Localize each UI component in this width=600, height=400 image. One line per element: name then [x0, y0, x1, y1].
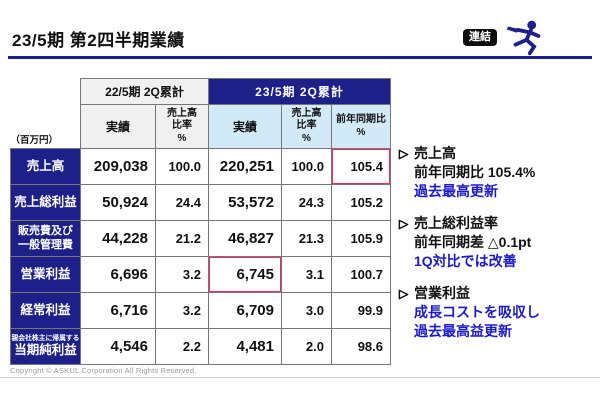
bullet-line-emphasis: 成長コストを吸収し — [414, 304, 540, 320]
col-header-sales-ratio-curr: 売上高 比率 % — [281, 104, 332, 149]
cell-actual-prev: 209,038 — [80, 148, 156, 185]
bullet-gross-margin: 売上総利益率 前年同期差 △0.1pt 1Q対比では改善 — [398, 214, 596, 271]
cell-ratio-curr: 3.1 — [281, 256, 332, 293]
row-label: 販売費及び 一般管理費 — [10, 220, 81, 257]
cell-actual-curr: 220,251 — [208, 148, 282, 185]
row-label: 売上高 — [10, 148, 81, 185]
cell-actual-curr: 53,572 — [208, 184, 282, 221]
bullet-operating-profit: 営業利益 成長コストを吸収し 過去最高益更新 — [398, 284, 596, 341]
cell-ratio-prev: 21.2 — [155, 220, 209, 257]
cell-yoy: 105.2 — [331, 184, 391, 221]
cell-actual-prev: 4,546 — [80, 328, 156, 365]
bullet-line: 前年同期差 △0.1pt — [414, 234, 532, 250]
cell-actual-curr: 46,827 — [208, 220, 282, 257]
row-label-main: 当期純利益 — [14, 343, 77, 358]
cell-yoy: 105.9 — [331, 220, 391, 257]
row-label: 経常利益 — [10, 292, 81, 329]
cell-ratio-curr: 3.0 — [281, 292, 332, 329]
col-header-actual-curr: 実績 — [208, 104, 282, 149]
commentary-panel: 売上高 前年同期比 105.4% 過去最高更新 売上総利益率 前年同期差 △0.… — [398, 144, 596, 354]
cell-yoy: 100.7 — [331, 256, 391, 293]
cell-actual-curr-highlighted: 6,745 — [208, 256, 282, 293]
bullet-line: 前年同期比 105.4% — [414, 164, 536, 180]
cell-actual-curr: 4,481 — [208, 328, 282, 365]
col-header-sales-ratio-prev: 売上高 比率 % — [155, 104, 209, 149]
corner-spacer — [10, 78, 81, 105]
bullet-line: 売上総利益率 — [414, 215, 498, 231]
table-row-net-sales: 売上高 209,038 100.0 220,251 100.0 105.4 — [10, 148, 391, 185]
row-label: 親会社株主に帰属する 当期純利益 — [10, 328, 81, 365]
table-row-ordinary-profit: 経常利益 6,716 3.2 6,709 3.0 99.9 — [10, 292, 391, 329]
row-label: 営業利益 — [10, 256, 81, 293]
column-group-prev-period: 22/5期 2Q累計 — [80, 78, 209, 105]
table-row-operating-profit: 営業利益 6,696 3.2 6,745 3.1 100.7 — [10, 256, 391, 293]
bullet-net-sales: 売上高 前年同期比 105.4% 過去最高更新 — [398, 144, 596, 201]
cell-ratio-curr: 2.0 — [281, 328, 332, 365]
col-header-yoy: 前年同期比 % — [331, 104, 391, 149]
row-label-qualifier: 親会社株主に帰属する — [11, 334, 80, 342]
arrowhead-bullet-icon — [398, 284, 414, 341]
bullet-line: 売上高 — [414, 145, 456, 161]
cell-ratio-prev: 3.2 — [155, 292, 209, 329]
cell-ratio-prev: 100.0 — [155, 148, 209, 185]
footer-divider — [0, 377, 600, 378]
cell-actual-prev: 6,716 — [80, 292, 156, 329]
unit-label: （百万円） — [10, 104, 81, 149]
page-title: 23/5期 第2四半期業績 — [12, 31, 185, 50]
arrowhead-bullet-icon — [398, 144, 414, 201]
bullet-line-emphasis: 過去最高益更新 — [414, 323, 512, 339]
cell-yoy: 98.6 — [331, 328, 391, 365]
bullet-line-emphasis: 過去最高更新 — [414, 183, 498, 199]
cell-actual-prev: 50,924 — [80, 184, 156, 221]
cell-ratio-prev: 3.2 — [155, 256, 209, 293]
cell-ratio-curr: 24.3 — [281, 184, 332, 221]
cell-yoy: 99.9 — [331, 292, 391, 329]
cell-ratio-prev: 2.2 — [155, 328, 209, 365]
column-group-curr-period: 23/5期 2Q累計 — [208, 78, 391, 105]
bullet-line: 営業利益 — [414, 285, 470, 301]
cell-actual-prev: 6,696 — [80, 256, 156, 293]
cell-actual-curr: 6,709 — [208, 292, 282, 329]
cell-ratio-curr: 21.3 — [281, 220, 332, 257]
table-row-sga-expenses: 販売費及び 一般管理費 44,228 21.2 46,827 21.3 105.… — [10, 220, 391, 257]
cell-ratio-prev: 24.4 — [155, 184, 209, 221]
row-label: 売上総利益 — [10, 184, 81, 221]
bullet-line-emphasis: 1Q対比では改善 — [414, 253, 517, 269]
askul-runner-icon — [506, 20, 541, 56]
cell-ratio-curr: 100.0 — [281, 148, 332, 185]
col-header-actual-prev: 実績 — [80, 104, 156, 149]
table-row-net-income: 親会社株主に帰属する 当期純利益 4,546 2.2 4,481 2.0 98.6 — [10, 328, 391, 365]
cell-yoy-highlighted: 105.4 — [331, 148, 391, 185]
cell-actual-prev: 44,228 — [80, 220, 156, 257]
title-underline — [8, 56, 592, 59]
consolidated-badge: 連結 — [463, 29, 497, 46]
results-table: 22/5期 2Q累計 23/5期 2Q累計 （百万円） 実績 売上高 比率 % … — [10, 78, 391, 365]
arrowhead-bullet-icon — [398, 214, 414, 271]
copyright-text: Copyright © ASKUL Corporation All Rights… — [10, 366, 197, 375]
table-row-gross-profit: 売上総利益 50,924 24.4 53,572 24.3 105.2 — [10, 184, 391, 221]
